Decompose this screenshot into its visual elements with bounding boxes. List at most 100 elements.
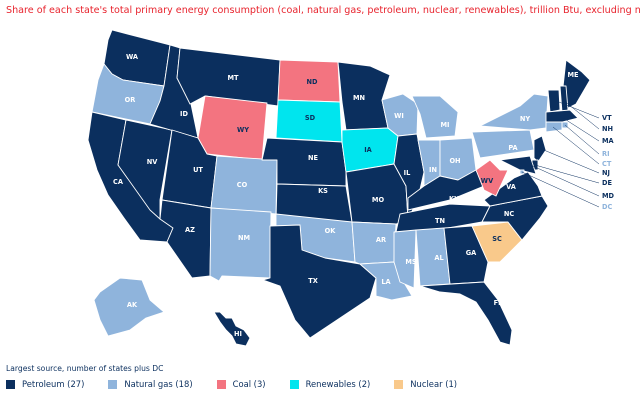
side-label-md: MD xyxy=(602,192,615,200)
state-label-mn: MN xyxy=(353,94,365,102)
state-label-tx: TX xyxy=(308,277,318,285)
state-label-nc: NC xyxy=(504,210,515,218)
state-label-il: IL xyxy=(404,169,411,177)
state-label-la: LA xyxy=(381,278,391,286)
state-label-ar: AR xyxy=(376,236,386,244)
state-label-id: ID xyxy=(180,110,188,118)
state-label-co: CO xyxy=(237,181,248,189)
state-label-ut: UT xyxy=(193,166,203,174)
leader-line-ri xyxy=(564,124,600,155)
leader-line-nj xyxy=(538,147,600,174)
side-label-nh: NH xyxy=(602,125,613,133)
state-ma xyxy=(545,109,579,123)
state-wy xyxy=(197,95,268,161)
leader-line-nh xyxy=(562,99,600,130)
side-label-nj: NJ xyxy=(602,169,610,177)
leader-line-ct xyxy=(552,126,600,165)
leader-line-dc xyxy=(521,171,600,208)
state-vt xyxy=(547,89,561,113)
state-va xyxy=(483,171,543,207)
state-label-ms: MS xyxy=(405,258,417,266)
legend-label-renew: Renewables (2) xyxy=(305,379,371,389)
legend-swatch-petroleum xyxy=(6,379,15,389)
leader-line-de xyxy=(534,164,600,184)
side-label-ma: MA xyxy=(602,137,615,145)
state-label-pa: PA xyxy=(508,144,518,152)
state-label-fl: FL xyxy=(494,299,504,307)
state-label-mi: MI xyxy=(440,121,449,129)
state-hi xyxy=(213,311,251,347)
state-label-mo: MO xyxy=(372,196,385,204)
state-mi xyxy=(411,95,459,139)
state-label-ga: GA xyxy=(466,249,477,257)
state-label-wy: WY xyxy=(237,126,249,134)
state-ny xyxy=(479,93,549,131)
state-label-ks: KS xyxy=(318,187,328,195)
state-label-sd: SD xyxy=(305,114,316,122)
state-label-ny: NY xyxy=(520,115,531,123)
state-label-va: VA xyxy=(506,183,517,191)
state-md xyxy=(499,155,537,175)
state-wv xyxy=(475,159,509,197)
state-label-sc: SC xyxy=(492,235,502,243)
legend-title: Largest source, number of states plus DC xyxy=(6,364,164,373)
state-label-wa: WA xyxy=(126,53,139,61)
legend-item-renew: Renewables (2) xyxy=(289,379,371,389)
legend-item-gas: Natural gas (18) xyxy=(108,379,193,389)
state-labels-layer: WA OR CA NV ID MT WY UT AZ CO NM ND SD NE KS OK TX MN IA MO… xyxy=(113,53,579,338)
leader-line-ma xyxy=(559,115,600,142)
state-tx xyxy=(262,224,377,339)
state-label-ky: KY xyxy=(449,195,459,203)
state-label-az: AZ xyxy=(185,226,195,234)
side-label-de: DE xyxy=(602,179,612,187)
legend-item-petroleum: Petroleum (27) xyxy=(6,379,84,389)
states-layer xyxy=(87,29,591,347)
state-label-ak: AK xyxy=(127,301,138,309)
state-label-in: IN xyxy=(429,166,437,174)
state-label-nm: NM xyxy=(238,234,250,242)
state-label-nd: ND xyxy=(307,78,319,86)
legend-label-gas: Natural gas (18) xyxy=(124,379,193,389)
state-label-tn: TN xyxy=(435,217,445,225)
state-nm xyxy=(209,207,272,282)
state-label-mt: MT xyxy=(227,74,239,82)
state-label-wv: WV xyxy=(481,177,494,185)
state-label-wi: WI xyxy=(394,112,404,120)
legend-label-coal: Coal (3) xyxy=(232,379,266,389)
state-ct xyxy=(545,121,563,133)
state-ms xyxy=(393,229,417,289)
state-label-oh: OH xyxy=(449,157,460,165)
state-label-nv: NV xyxy=(147,158,159,166)
state-label-ca: CA xyxy=(113,178,124,186)
legend-swatch-coal xyxy=(216,379,226,389)
state-label-me: ME xyxy=(567,71,579,79)
state-label-or: OR xyxy=(125,96,136,104)
side-label-vt: VT xyxy=(602,114,612,122)
leader-line-md xyxy=(523,161,600,197)
state-fl xyxy=(419,281,513,346)
legend-swatch-gas xyxy=(108,379,118,389)
leader-line-vt xyxy=(553,99,600,119)
map-title: Share of each state's total primary ener… xyxy=(6,5,640,16)
state-label-hi: HI xyxy=(234,330,242,338)
state-ak xyxy=(93,277,165,337)
state-label-ia: IA xyxy=(364,146,372,154)
state-nj xyxy=(533,135,547,163)
legend-label-nuclear: Nuclear (1) xyxy=(410,379,458,389)
side-label-dc: DC xyxy=(602,203,612,211)
legend-item-nuclear: Nuclear (1) xyxy=(394,379,457,389)
state-ga xyxy=(443,225,489,285)
legend-item-coal: Coal (3) xyxy=(216,379,266,389)
state-label-ok: OK xyxy=(325,227,337,235)
side-label-ct: CT xyxy=(602,160,612,168)
state-sc xyxy=(471,221,523,263)
legend-swatch-renew xyxy=(289,379,299,389)
legend-swatch-nuclear xyxy=(394,379,404,389)
state-label-ne: NE xyxy=(308,154,319,162)
state-ar xyxy=(351,221,397,265)
state-label-al: AL xyxy=(434,254,444,262)
state-pa xyxy=(471,129,535,159)
side-label-ri: RI xyxy=(602,150,610,158)
